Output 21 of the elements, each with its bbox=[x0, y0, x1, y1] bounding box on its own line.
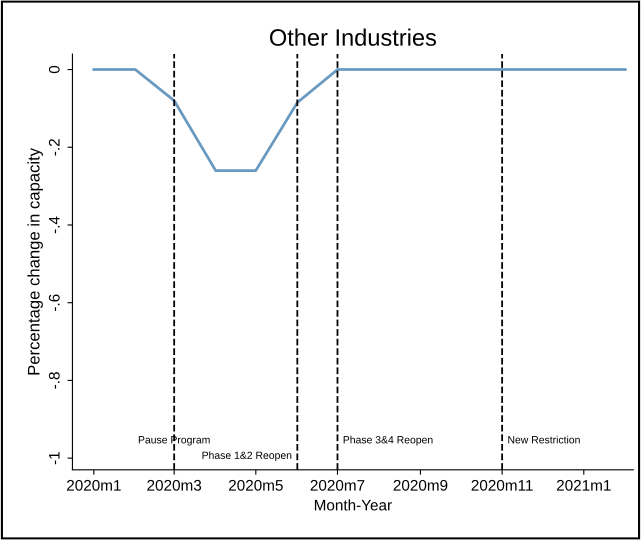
line-series bbox=[92, 68, 627, 172]
x-tick-label: 2020m9 bbox=[394, 480, 448, 491]
x-tick-label: 2020m5 bbox=[228, 480, 283, 491]
x-tick-label: 2020m1 bbox=[67, 480, 121, 491]
y-tick-label: -.6 bbox=[48, 294, 60, 311]
y-tick-label: 0 bbox=[48, 66, 60, 74]
y-tick-label: -.2 bbox=[48, 139, 60, 156]
x-tick-label: 2021m1 bbox=[556, 480, 611, 491]
x-axis-title: Month-Year bbox=[314, 499, 392, 511]
x-tick-label: 2020m3 bbox=[147, 480, 202, 491]
ref-line-label: Pause Program bbox=[138, 436, 210, 446]
ref-line-label: New Restriction bbox=[508, 436, 580, 444]
y-tick-label: -.8 bbox=[48, 372, 60, 389]
x-tick-label: 2020m7 bbox=[310, 480, 364, 491]
y-tick-label: -.4 bbox=[49, 216, 60, 234]
y-tick-label: -1 bbox=[49, 452, 60, 464]
chart-title: Other Industries bbox=[270, 28, 436, 46]
ref-line-label: Phase 1&2 Reopen bbox=[202, 451, 292, 462]
x-tick-label: 2020m11 bbox=[472, 480, 533, 491]
ref-line-label: Phase 3&4 Reopen bbox=[344, 436, 432, 446]
y-axis-title: Percentage change in capacity bbox=[27, 148, 43, 374]
